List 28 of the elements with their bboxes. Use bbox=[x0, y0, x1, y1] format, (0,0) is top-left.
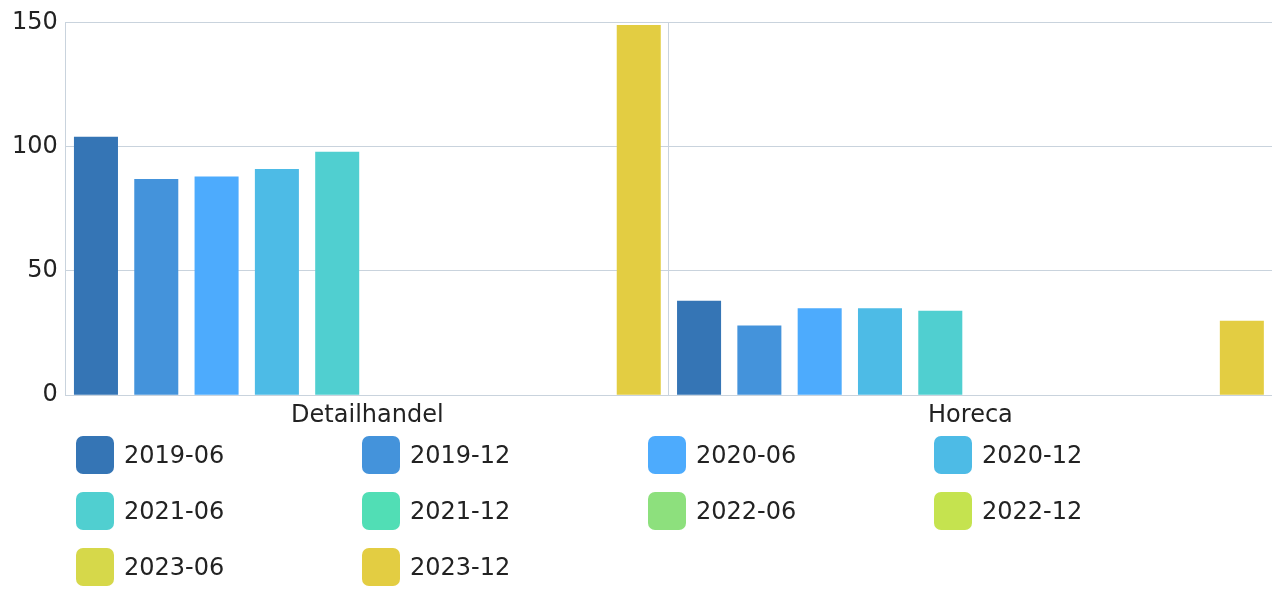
bar bbox=[1219, 320, 1264, 395]
legend-label: 2021-12 bbox=[410, 497, 511, 525]
bar bbox=[73, 136, 118, 395]
y-tick-label: 0 bbox=[42, 379, 58, 408]
bar bbox=[616, 24, 661, 395]
legend-label: 2022-06 bbox=[696, 497, 797, 525]
bar bbox=[737, 325, 782, 395]
bar bbox=[918, 310, 963, 395]
bar bbox=[797, 308, 842, 395]
bar bbox=[857, 308, 902, 395]
x-tick-label: Detailhandel bbox=[291, 399, 444, 428]
y-tick-label: 150 bbox=[12, 6, 58, 35]
bar bbox=[254, 169, 299, 395]
legend-label: 2023-06 bbox=[124, 553, 225, 581]
legend-label: 2022-12 bbox=[982, 497, 1083, 525]
bar bbox=[194, 176, 239, 395]
legend-label: 2020-12 bbox=[982, 441, 1083, 469]
y-tick-label: 100 bbox=[12, 130, 58, 159]
legend-label: 2019-06 bbox=[124, 441, 225, 469]
bar bbox=[677, 300, 722, 395]
legend-label: 2021-06 bbox=[124, 497, 225, 525]
y-tick-label: 50 bbox=[27, 255, 58, 284]
legend-label: 2020-06 bbox=[696, 441, 797, 469]
x-tick-label: Horeca bbox=[928, 399, 1013, 428]
legend-label: 2019-12 bbox=[410, 441, 511, 469]
bar bbox=[134, 178, 179, 395]
legend-label: 2023-12 bbox=[410, 553, 511, 581]
bar bbox=[315, 151, 360, 395]
